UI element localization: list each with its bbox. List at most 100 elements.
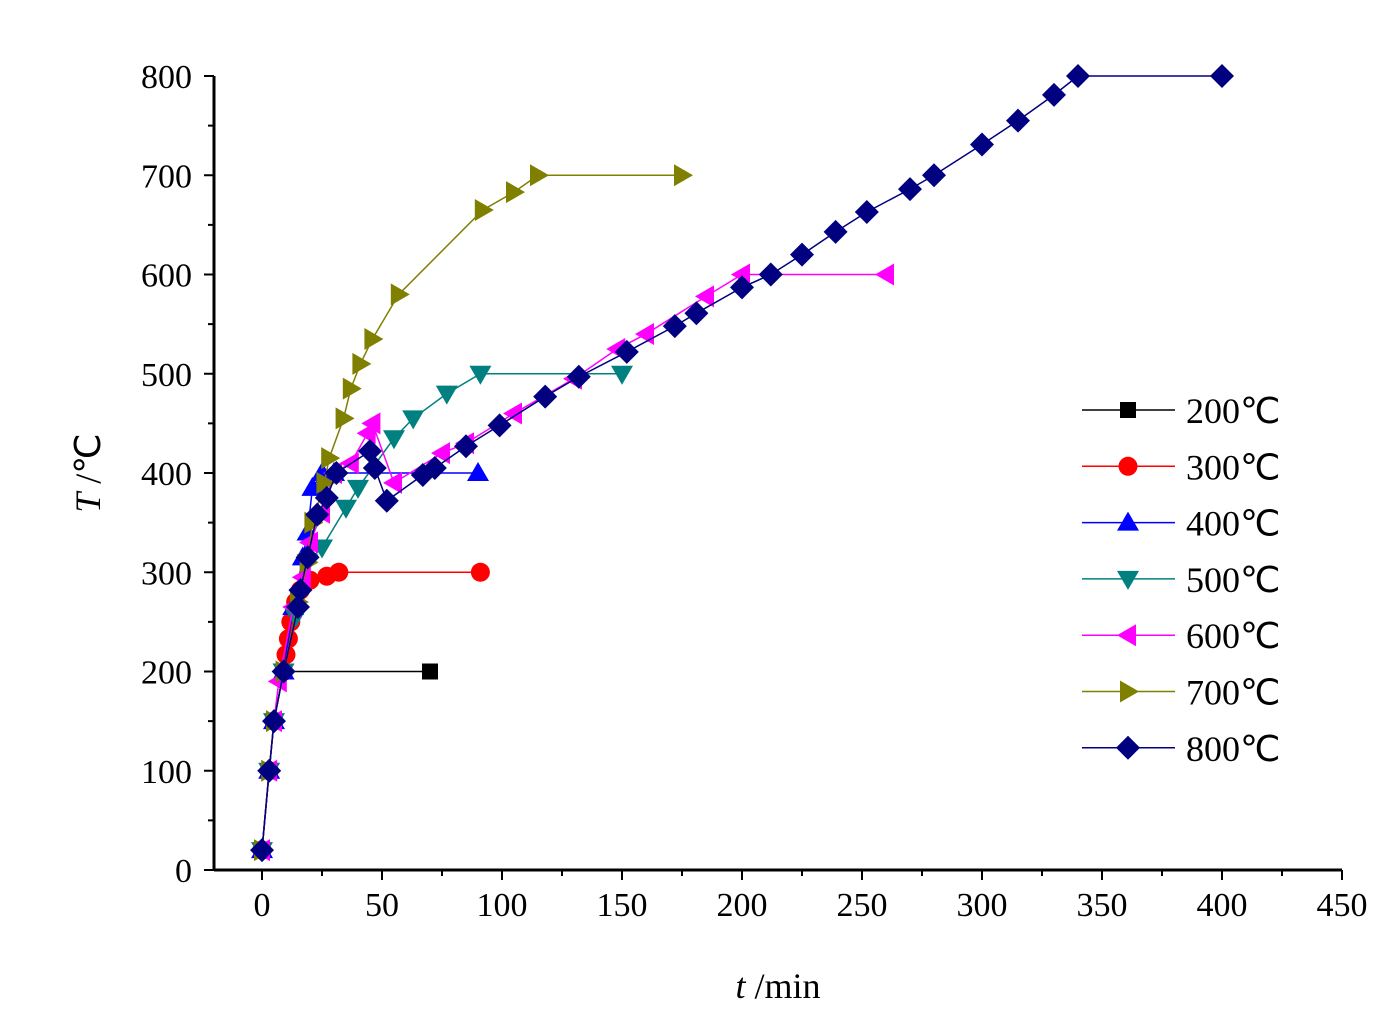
marker-triangle-right: [530, 164, 549, 187]
marker-triangle-left: [431, 442, 450, 465]
marker-triangle-down: [611, 365, 633, 385]
marker-diamond: [1116, 735, 1140, 760]
x-tick-label: 200: [717, 887, 768, 924]
marker-triangle-right: [390, 283, 410, 306]
legend-item: 600℃: [1082, 616, 1280, 656]
series-200℃: [254, 663, 438, 859]
marker-diamond: [854, 199, 879, 224]
marker-diamond: [566, 364, 591, 389]
x-tick-label: 0: [254, 887, 271, 924]
marker-diamond: [288, 578, 313, 603]
legend-label: 600℃: [1186, 616, 1280, 656]
y-tick-label: 100: [141, 754, 192, 791]
x-tick-label: 300: [957, 887, 1008, 924]
y-tick-label: 800: [141, 59, 192, 96]
marker-diamond: [454, 434, 478, 459]
marker-triangle-right: [1120, 680, 1139, 703]
marker-triangle-up: [467, 462, 489, 481]
y-tick-label: 500: [141, 357, 192, 394]
marker-diamond: [286, 594, 310, 619]
marker-diamond: [662, 314, 687, 339]
marker-triangle-down: [383, 430, 405, 450]
marker-diamond: [362, 456, 387, 481]
marker-diamond: [257, 758, 282, 783]
y-tick-label: 200: [141, 655, 192, 692]
series-line: [261, 75, 1222, 851]
marker-diamond: [295, 545, 320, 570]
legend-item: 700℃: [1082, 673, 1280, 713]
series-800℃: [250, 64, 1234, 863]
marker-triangle-right: [335, 407, 355, 430]
marker-diamond: [358, 439, 382, 464]
marker-diamond: [305, 502, 330, 527]
marker-diamond: [898, 177, 922, 202]
marker-triangle-right: [321, 447, 341, 470]
x-tick-label: 400: [1197, 887, 1248, 924]
marker-diamond: [262, 709, 286, 734]
marker-triangle-left: [1117, 624, 1136, 647]
x-axis-label: t /min: [735, 966, 820, 1006]
marker-triangle-right: [474, 198, 494, 221]
marker-diamond: [271, 659, 296, 684]
marker-triangle-right: [352, 352, 372, 375]
legend-label: 500℃: [1186, 560, 1280, 600]
marker-triangle-left: [875, 263, 894, 286]
marker-triangle-right: [316, 471, 336, 494]
marker-diamond: [970, 132, 994, 157]
marker-circle: [1118, 456, 1138, 476]
marker-circle: [329, 562, 349, 582]
legend-label: 300℃: [1186, 447, 1280, 487]
marker-triangle-left: [695, 285, 714, 308]
marker-diamond: [1042, 82, 1066, 107]
x-tick-label: 450: [1317, 887, 1368, 924]
marker-triangle-left: [503, 402, 522, 425]
legend: 200℃ 300℃ 400℃ 500℃ 600℃ 700℃ 800℃: [1082, 391, 1280, 769]
legend-label: 400℃: [1186, 504, 1280, 544]
x-tick-label: 150: [597, 887, 648, 924]
x-tick-label: 350: [1077, 887, 1128, 924]
marker-circle: [470, 562, 490, 582]
marker-triangle-right: [364, 328, 384, 351]
marker-diamond: [250, 838, 274, 863]
y-tick-label: 600: [141, 258, 192, 295]
marker-diamond: [533, 384, 558, 409]
marker-diamond: [314, 485, 339, 510]
marker-diamond: [1210, 64, 1234, 88]
series-line: [261, 472, 478, 851]
x-tick-label: 100: [477, 887, 528, 924]
marker-triangle-right: [674, 164, 693, 187]
marker-diamond: [758, 262, 783, 287]
marker-triangle-down: [402, 410, 425, 430]
legend-item: 400℃: [1082, 504, 1280, 544]
axes: 0 50 100 150 200 250 300 350 400 450 0 100 200 300 400…: [141, 59, 1368, 924]
y-axis-label: T /℃: [68, 433, 108, 512]
legend-item: 500℃: [1082, 560, 1280, 600]
legend-label: 200℃: [1186, 391, 1280, 431]
marker-triangle-right: [506, 181, 525, 204]
marker-triangle-up: [1117, 511, 1139, 531]
x-tick-label: 250: [837, 887, 888, 924]
marker-diamond: [730, 275, 754, 300]
legend-item: 300℃: [1082, 447, 1280, 487]
legend-item: 800℃: [1082, 729, 1280, 769]
y-tick-label: 400: [141, 456, 192, 493]
legend-label: 700℃: [1186, 673, 1280, 713]
marker-diamond: [374, 488, 399, 513]
marker-triangle-down: [1117, 570, 1139, 590]
y-tick-label: 700: [141, 158, 192, 195]
marker-diamond: [324, 461, 349, 485]
marker-triangle-left: [339, 452, 359, 475]
marker-triangle-down: [335, 499, 357, 519]
marker-diamond: [1066, 64, 1090, 88]
marker-diamond: [614, 339, 639, 364]
y-tick-label: 300: [141, 555, 192, 592]
marker-square: [422, 663, 438, 680]
y-tick-label: 0: [175, 853, 192, 890]
marker-triangle-down: [347, 479, 369, 499]
marker-diamond: [922, 163, 946, 188]
marker-triangle-down: [435, 385, 458, 405]
marker-diamond: [487, 413, 512, 438]
marker-square: [1120, 402, 1136, 418]
marker-diamond: [422, 456, 447, 481]
x-tick-label: 50: [365, 887, 399, 924]
